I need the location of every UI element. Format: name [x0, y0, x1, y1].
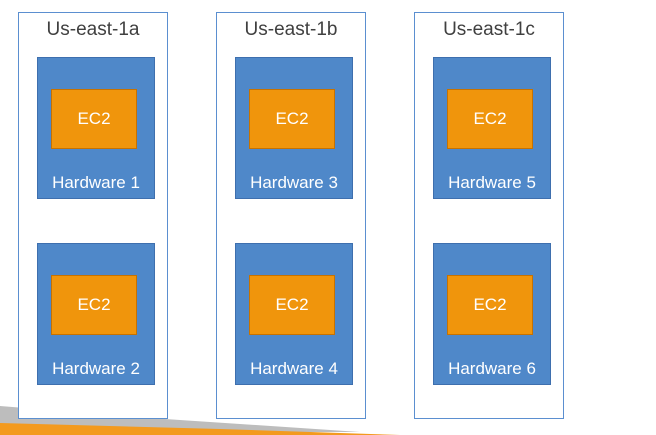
- hardware-label: Hardware 1: [52, 173, 140, 192]
- hardware-label: Hardware 5: [448, 173, 536, 192]
- hardware-box: EC2 Hardware 2: [37, 243, 155, 385]
- hardware-label: Hardware 2: [52, 359, 140, 378]
- zone-title: Us-east-1b: [244, 19, 338, 40]
- ec2-instance: EC2: [447, 89, 533, 149]
- ec2-instance: EC2: [249, 275, 335, 335]
- hardware-box: EC2 Hardware 6: [433, 243, 551, 385]
- zone-title: Us-east-1c: [443, 19, 535, 40]
- hardware-box: EC2 Hardware 5: [433, 57, 551, 199]
- availability-zone-1b: Us-east-1b EC2 Hardware 3 EC2 Hardware 4: [216, 12, 366, 419]
- decorative-swoosh: [0, 406, 400, 435]
- availability-zone-1a: Us-east-1a EC2 Hardware 1 EC2 Hardware 2: [18, 12, 168, 419]
- hardware-label: Hardware 3: [250, 173, 338, 192]
- ec2-instance: EC2: [51, 275, 137, 335]
- hardware-box: EC2 Hardware 1: [37, 57, 155, 199]
- ec2-instance: EC2: [51, 89, 137, 149]
- hardware-box: EC2 Hardware 3: [235, 57, 353, 199]
- availability-zone-1c: Us-east-1c EC2 Hardware 5 EC2 Hardware 6: [414, 12, 564, 419]
- ec2-instance: EC2: [447, 275, 533, 335]
- hardware-label: Hardware 6: [448, 359, 536, 378]
- zone-title: Us-east-1a: [46, 19, 140, 40]
- hardware-box: EC2 Hardware 4: [235, 243, 353, 385]
- ec2-instance: EC2: [249, 89, 335, 149]
- hardware-label: Hardware 4: [250, 359, 338, 378]
